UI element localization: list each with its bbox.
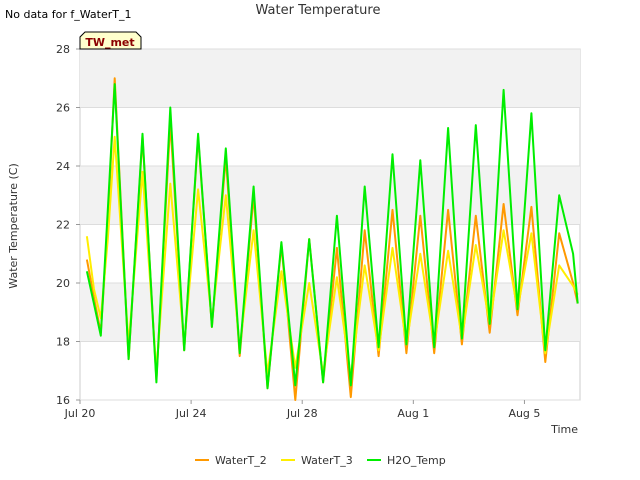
legend-label-watert-2: WaterT_2 xyxy=(215,454,267,467)
y-tick-label: 20 xyxy=(56,277,70,290)
y-tick-label: 22 xyxy=(56,219,70,232)
x-axis-label: Time xyxy=(550,423,578,436)
y-tick-label: 24 xyxy=(56,160,70,173)
badge-shape xyxy=(79,31,142,50)
y-tick-label: 28 xyxy=(56,43,70,56)
series-line-h2o-temp xyxy=(85,83,579,390)
series-lines xyxy=(85,77,579,401)
x-tick-label: Jul 24 xyxy=(175,407,207,420)
x-tick-label: Aug 5 xyxy=(508,407,540,420)
x-axis-ticks: Jul 20 Jul 24 Jul 28 Aug 1 Aug 5 xyxy=(64,400,540,420)
y-axis-ticks: 16 18 20 22 24 26 28 xyxy=(56,43,80,407)
y-axis-label: Water Temperature (C) xyxy=(7,163,20,288)
badge-label: TW_met xyxy=(85,36,134,49)
grid-band xyxy=(80,49,580,108)
x-tick-label: Jul 28 xyxy=(286,407,318,420)
tw-met-badge: TW_met xyxy=(79,31,142,50)
no-data-note: No data for f_WaterT_1 xyxy=(5,8,131,21)
y-tick-label: 16 xyxy=(56,394,70,407)
chart-title: Water Temperature xyxy=(256,3,381,18)
legend: WaterT_2 WaterT_3 H2O_Temp xyxy=(195,454,446,467)
y-tick-label: 18 xyxy=(56,336,70,349)
x-tick-label: Jul 20 xyxy=(64,407,96,420)
legend-label-h2o-temp: H2O_Temp xyxy=(387,454,446,467)
y-tick-label: 26 xyxy=(56,102,70,115)
x-tick-label: Aug 1 xyxy=(397,407,429,420)
legend-label-watert-3: WaterT_3 xyxy=(301,454,353,467)
